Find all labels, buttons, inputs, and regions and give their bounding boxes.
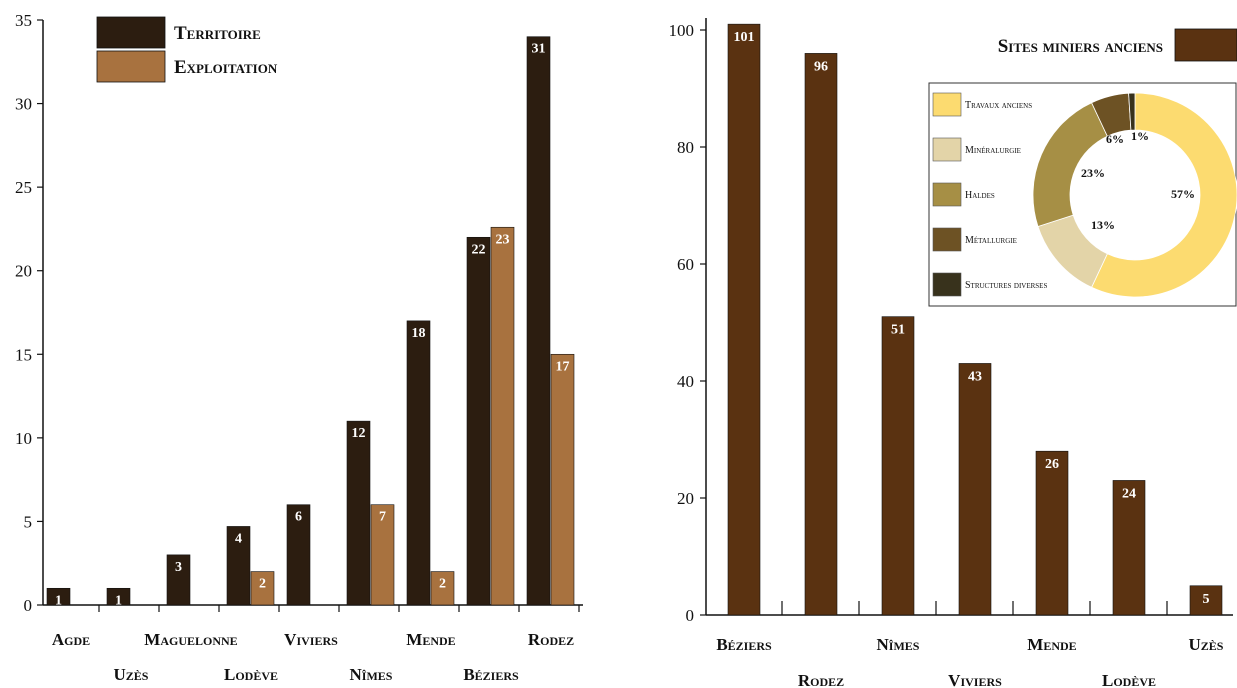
bar-label-territoire-maguelonne: 3 [175,560,182,575]
category-label-viviers: Viviers [284,630,338,649]
bar-exploitation-nimes [370,504,395,606]
category-label-mende: Mende [1027,635,1076,654]
category-label-agde: Agde [52,630,90,649]
category-label-rodez: Rodez [528,630,574,649]
bar-label-territoire-beziers: 22 [472,242,486,257]
y-tick-label: 0 [686,606,695,625]
donut-legend-label-mineralurgie: Minéralurgie [965,145,1021,156]
donut-slice-travaux-anciens [1091,92,1237,298]
y-tick-label: 20 [677,489,694,508]
y-tick-label: 20 [15,262,32,281]
donut-pct-structures-diverses: 1% [1131,129,1149,143]
bar-territoire-viviers [286,504,311,606]
y-tick-label: 10 [15,429,32,448]
donut-legend-swatch-structures-diverses [932,272,962,297]
legend-swatch-territoire [96,16,166,49]
bar-label-territoire-mende: 18 [412,326,426,341]
bar-label-sites-beziers: 101 [734,30,755,45]
donut-chart-site-types: 57% Travaux anciens 13% Minéralurgie 23% Hald… [928,82,1237,307]
bar-territoire-nimes [346,420,371,606]
bar-label-sites-rodez: 96 [814,59,828,74]
y-tick-label: 60 [677,255,694,274]
bar-sites-viviers [958,363,992,616]
category-label-mende: Mende [406,630,455,649]
donut-pct-travaux-anciens: 57% [1171,187,1195,201]
bar-label-exploitation-nimes: 7 [379,510,386,525]
bar-label-territoire-viviers: 6 [295,510,302,525]
chart-territoire-exploitation: 0 5 10 15 20 25 30 35 Agde 1 Uzès 1 Maguelonne 3 Lodèv… [15,11,583,684]
category-label-nimes: Nîmes [350,665,393,684]
bar-label-territoire-lodeve: 4 [235,531,242,546]
bar-label-exploitation-lodeve: 2 [259,577,266,592]
bar-label-territoire-uzes: 1 [115,593,122,608]
donut-legend-label-haldes: Haldes [965,190,995,201]
chart-sites-miniers: 0 20 40 60 80 100 Béziers 101 Rodez 96 Nîmes 51 Vivi… [669,18,1237,688]
bar-territoire-rodez [526,36,551,606]
bar-label-territoire-agde: 1 [55,593,62,608]
legend-label-sites: Sites miniers anciens [998,36,1163,57]
bar-sites-mende [1035,450,1069,616]
legend-swatch-sites [1174,28,1237,62]
bar-territoire-beziers [466,236,491,606]
y-tick-label: 15 [15,345,32,364]
category-label-uzes: Uzès [114,665,149,684]
bar-sites-uzes [1189,585,1223,616]
bar-label-territoire-nimes: 12 [352,426,366,441]
bar-sites-nimes [881,316,915,616]
y-tick-label: 30 [15,95,32,114]
bar-exploitation-rodez [550,353,575,606]
bar-exploitation-lodeve [250,571,275,606]
bar-label-exploitation-beziers: 23 [496,232,510,247]
bar-label-sites-viviers: 43 [968,369,982,384]
bar-label-exploitation-rodez: 17 [556,359,570,374]
donut-legend-label-travaux-anciens: Travaux anciens [965,100,1032,111]
legend-label-exploitation: Exploitation [174,57,278,78]
bar-exploitation-beziers [490,226,515,606]
donut-legend-label-metallurgie: Métallurgie [965,235,1017,246]
category-label-maguelonne: Maguelonne [144,630,237,649]
bar-label-sites-lodeve: 24 [1122,486,1136,501]
donut-pct-mineralurgie: 13% [1091,218,1115,232]
category-label-uzes: Uzès [1189,635,1224,654]
bar-sites-rodez [804,53,838,616]
bar-label-territoire-rodez: 31 [532,42,546,57]
donut-legend-swatch-metallurgie [932,227,962,252]
y-tick-label: 25 [15,178,32,197]
category-label-lodeve: Lodève [224,665,278,684]
bar-territoire-lodeve [226,526,251,606]
legend-swatch-exploitation [96,50,166,83]
bar-territoire-agde [46,587,71,606]
donut-pct-haldes: 23% [1081,166,1105,180]
bar-exploitation-mende [430,571,455,606]
y-tick-label: 80 [677,138,694,157]
bar-sites-beziers [727,23,761,616]
legend-label-territoire: Territoire [174,23,261,44]
donut-legend-swatch-mineralurgie [932,137,962,162]
category-label-rodez: Rodez [798,671,844,688]
category-label-viviers: Viviers [948,671,1002,688]
donut-slice-structures-diverses [1128,92,1136,131]
bar-label-sites-uzes: 5 [1203,592,1210,607]
bar-territoire-uzes [106,587,131,606]
y-tick-label: 5 [24,512,33,531]
donut-legend-label-structures-diverses: Structures diverses [965,280,1047,291]
category-label-beziers: Béziers [463,665,519,684]
y-tick-label: 100 [669,21,695,40]
bar-territoire-maguelonne [166,554,191,606]
category-label-beziers: Béziers [716,635,772,654]
category-label-nimes: Nîmes [877,635,920,654]
bar-territoire-mende [406,320,431,606]
bar-label-exploitation-mende: 2 [439,577,446,592]
bar-label-sites-mende: 26 [1045,457,1059,472]
donut-legend-swatch-travaux-anciens [932,92,962,117]
bar-label-sites-nimes: 51 [891,323,905,338]
donut-pct-metallurgie: 6% [1106,132,1124,146]
donut-legend-swatch-haldes [932,182,962,207]
y-tick-label: 35 [15,11,32,30]
y-tick-label: 0 [24,596,33,615]
bar-sites-lodeve [1112,480,1146,616]
y-tick-label: 40 [677,372,694,391]
category-label-lodeve: Lodève [1102,671,1156,688]
